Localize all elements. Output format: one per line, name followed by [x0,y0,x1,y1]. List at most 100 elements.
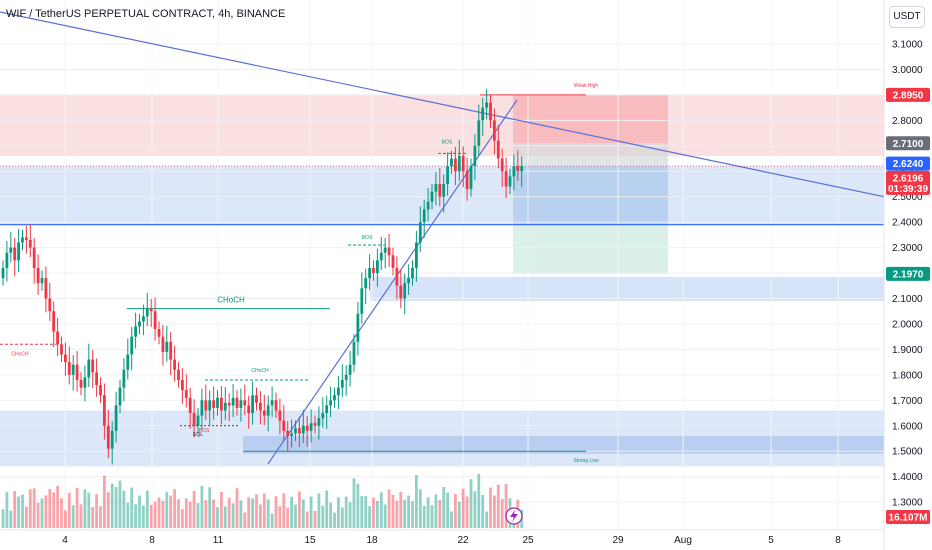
volume-bar [391,495,395,528]
volume-bar [17,496,20,528]
candle-body [516,166,520,172]
price-tag [886,170,930,195]
candle-body [142,316,145,322]
candle-body [110,430,114,449]
candle-body [239,400,243,408]
volume-bar [418,489,422,528]
volume-bar [493,495,496,528]
candle-body [364,278,368,289]
y-tick-label: 1.3000 [892,498,923,509]
candle-body [231,397,235,406]
candle-body [301,425,305,434]
x-tick-label: 8 [835,535,841,546]
volume-bar [223,506,227,528]
volume-bar [485,511,488,528]
candle-body [40,278,44,284]
y-tick-label: 2.5000 [892,192,923,203]
volume-bar [496,484,500,528]
chart-title: WIF / TetherUS PERPETUAL CONTRACT, 4h, B… [6,8,286,20]
candle-body [118,387,122,406]
volume-bar [87,492,91,528]
candle-body [262,410,266,416]
volume-bar [56,486,59,528]
lines-layer [0,11,885,465]
volume-bar [329,502,332,528]
y-tick-label: 1.8000 [892,370,923,381]
currency-button[interactable]: USDT [889,6,925,28]
candle-body [434,183,438,192]
candle-body [270,400,274,406]
candle-body [496,140,500,159]
volume-bar [192,491,196,528]
volume-bar [138,495,141,528]
candle-body [130,336,134,355]
candle-body [255,395,258,403]
x-tick-label: 22 [457,535,469,546]
y-tick-label: 1.6000 [892,421,923,432]
volume-bar [481,495,485,528]
volume-bar [364,496,368,528]
grid-layer [0,0,884,530]
volume-layer [1,474,524,528]
candle-body [399,285,403,299]
volume-bar [208,487,212,528]
volume-bar [1,509,5,528]
volume-bar [5,491,9,528]
candle-body [161,336,165,352]
volume-bar [344,496,348,528]
x-tick-label: 11 [213,535,224,546]
y-tick-label: 1.7000 [892,396,923,407]
candle-body [329,400,332,406]
candle-body [153,311,157,330]
volume-bar [130,487,134,528]
volume-bar [216,507,219,528]
volume-bar [422,506,426,528]
candle-body [286,430,290,436]
candle-body [454,158,457,172]
candle-body [313,423,317,426]
candle-body [181,379,184,391]
volume-bar [383,504,387,528]
candle-body [469,166,473,190]
volume-bar [142,505,145,528]
x-tick-label: 8 [149,535,155,546]
candle-body [282,420,286,431]
volume-bar [184,498,188,528]
candle-body [376,260,379,274]
volume-bar [114,487,118,528]
candle-body [79,379,83,388]
volume-bar [36,502,40,528]
volume-bar [317,493,321,528]
candle-body [9,247,13,253]
candle-body [99,385,102,396]
candle-body [204,400,208,411]
candle-body [17,242,20,261]
candle-body [1,267,5,279]
price-tag [886,156,930,171]
lightning-icon-glyph [510,510,518,522]
candle-body [407,278,410,284]
candle-body [344,374,348,380]
volume-bar [173,489,176,528]
volume-bar [67,493,71,528]
volume-bar [9,510,13,528]
volume-bar [266,499,270,528]
candle-body [305,425,309,431]
volume-bar [32,488,36,528]
volume-bar [48,489,52,528]
x-tick-label: Aug [674,535,692,546]
volume-bar [255,494,258,528]
volume-bar [430,505,434,528]
y-tick-label: 2.8000 [892,116,923,127]
price-tag-label: 2.6196 [893,173,924,184]
candle-body [134,326,137,337]
candle-body [477,120,481,146]
choch-label-left: CHoCH [11,351,29,357]
candle-body [114,405,118,431]
price-tag-label: 2.1970 [893,269,924,280]
y-tick-label: 3.0000 [892,65,923,76]
volume-bar [91,507,95,528]
